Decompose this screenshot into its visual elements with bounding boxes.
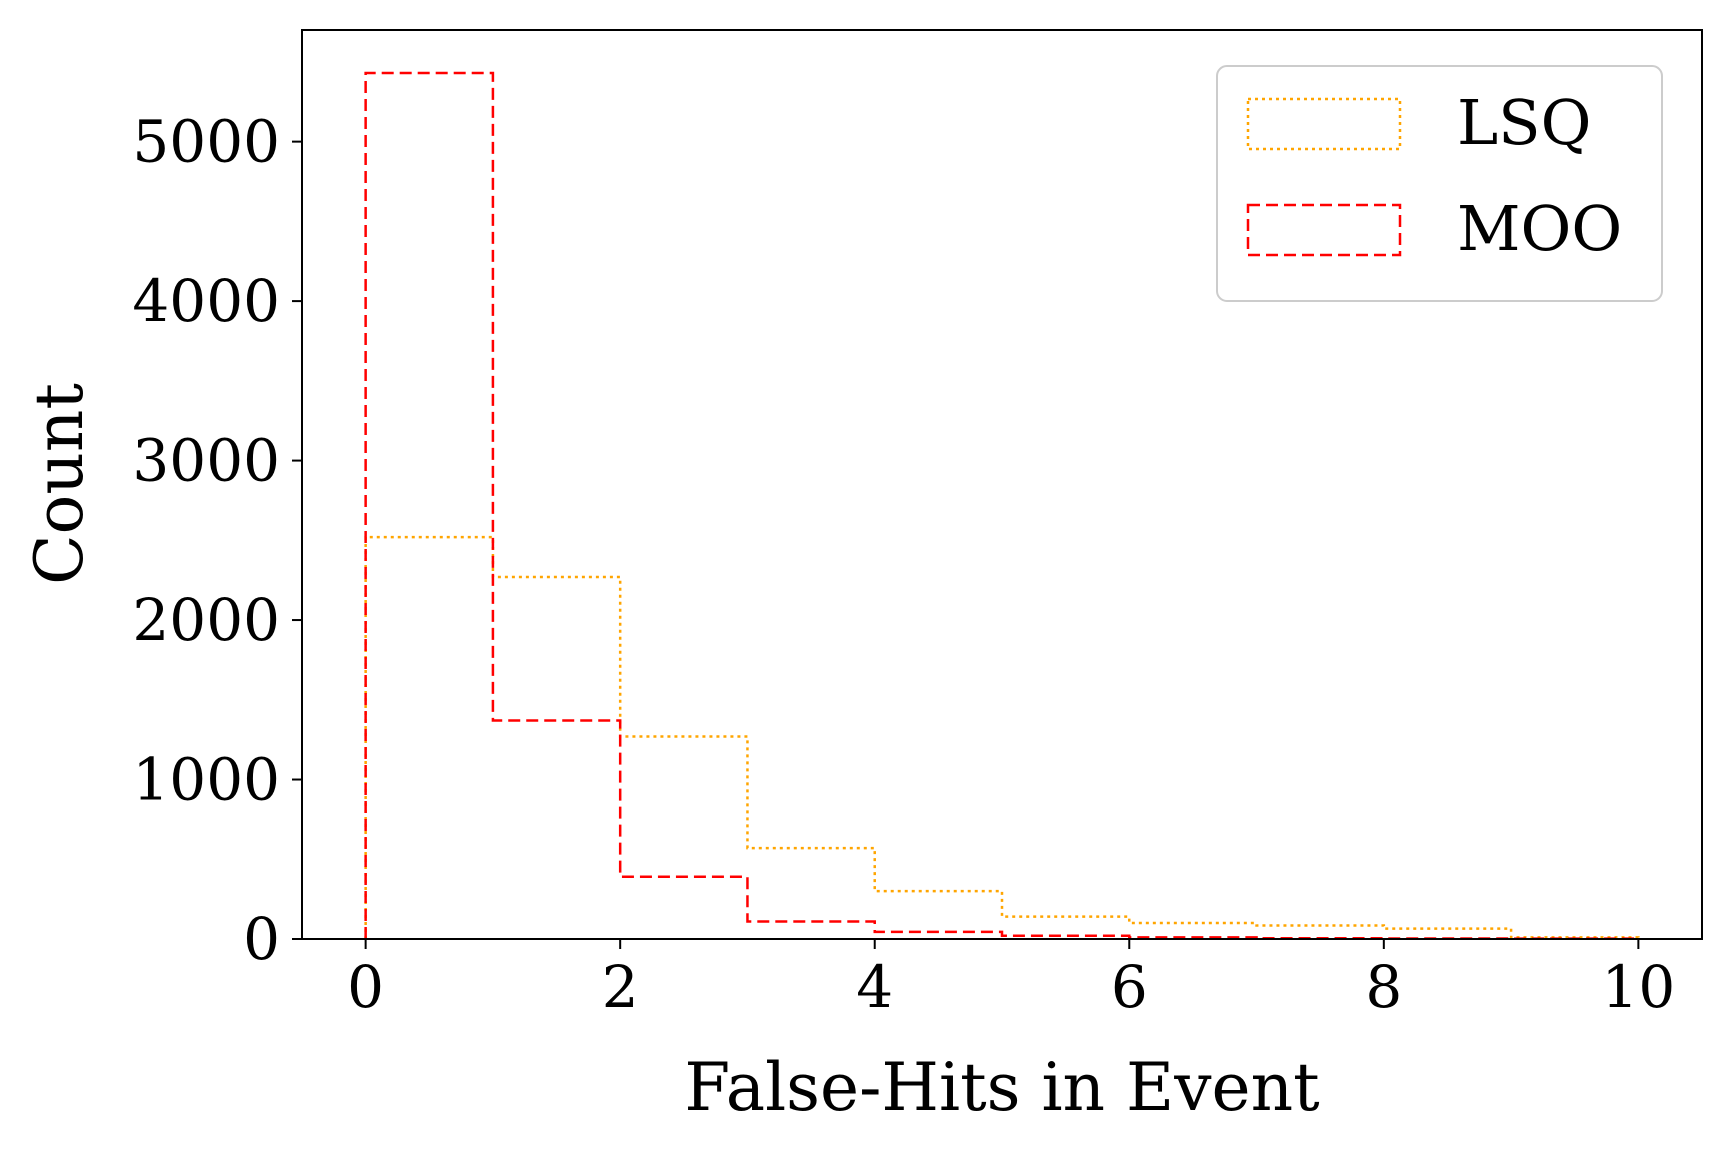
legend-swatch-lsq [1246,97,1402,151]
series-lsq-step-line [364,535,1640,939]
y-tick-label: 1000 [132,746,280,814]
x-axis-label: False-Hits in Event [684,1049,1319,1126]
y-axis: 0 1000 2000 3000 4000 5000 [132,108,302,973]
y-tick-label: 3000 [132,427,280,495]
legend-box [1216,65,1663,302]
x-tick-label: 0 [347,953,384,1021]
legend-label-moo: MOO [1457,192,1622,265]
x-tick-label: 8 [1365,953,1402,1021]
x-tick-label: 10 [1601,953,1675,1021]
x-tick-label: 4 [856,953,893,1021]
legend-swatch-moo [1246,203,1402,257]
x-axis: 0 2 4 6 8 10 [347,939,1675,1021]
x-tick-label: 6 [1111,953,1148,1021]
y-axis-label: Count [21,383,98,585]
y-tick-label: 5000 [132,108,280,176]
y-tick-label: 2000 [132,586,280,654]
y-tick-label: 4000 [132,267,280,335]
y-tick-label: 0 [243,905,280,973]
plot-frame [301,29,1703,940]
legend-label-lsq: LSQ [1457,86,1591,159]
x-tick-label: 2 [602,953,639,1021]
legend: LSQ MOO [1216,65,1663,302]
